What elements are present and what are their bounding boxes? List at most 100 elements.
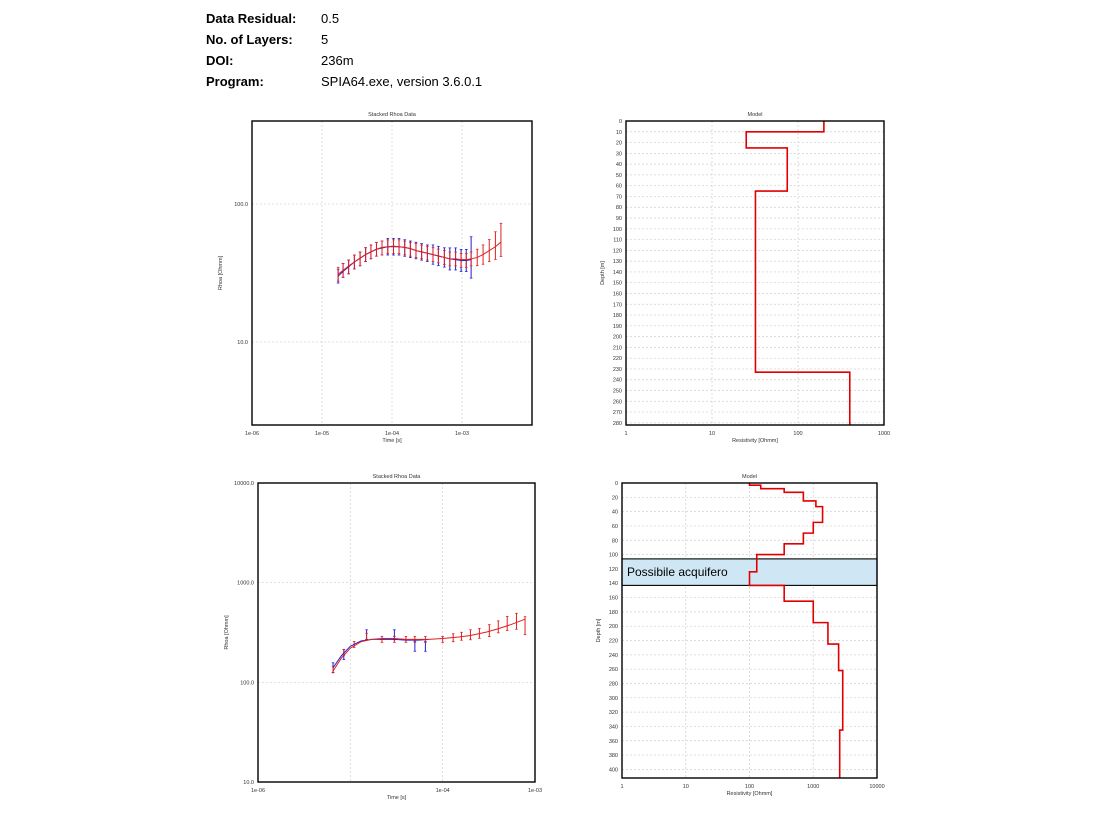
y-tick-label: 60 — [612, 524, 618, 530]
info-row: No. of Layers: 5 — [206, 32, 606, 53]
y-axis-label: Rhoa [Ohmm] — [218, 255, 224, 290]
x-tick-label: 1000 — [807, 784, 819, 790]
x-axis-label: Resistivity [Ohmm] — [727, 791, 773, 797]
y-tick-label: 180 — [609, 610, 618, 616]
y-tick-label: 260 — [609, 667, 618, 673]
x-tick-label: 10000 — [869, 784, 884, 790]
y-tick-label: 10 — [616, 130, 622, 136]
y-tick-label: 80 — [616, 205, 622, 211]
x-axis-label: Time [s] — [382, 438, 402, 444]
y-axis-label: Depth [m] — [600, 261, 606, 285]
x-tick-label: 100 — [793, 431, 802, 437]
chart-title: Model — [742, 474, 757, 480]
x-tick-label: 100 — [745, 784, 754, 790]
info-label: DOI: — [206, 53, 234, 68]
info-row: Data Residual: 0.5 — [206, 11, 606, 32]
plot-frame — [257, 482, 536, 783]
modeled-curve — [332, 618, 526, 672]
modeled-curve — [337, 241, 502, 275]
y-tick-label: 100 — [609, 553, 618, 559]
x-axis-label: Resistivity [Ohmm] — [732, 438, 778, 444]
y-tick-label: 260 — [613, 399, 622, 405]
y-tick-label: 200 — [613, 335, 622, 341]
info-label: No. of Layers: — [206, 32, 293, 47]
y-tick-label: 100.0 — [234, 202, 248, 208]
y-tick-label: 150 — [613, 281, 622, 287]
y-tick-label: 180 — [613, 313, 622, 319]
y-tick-label: 160 — [613, 291, 622, 297]
chart-1: 1e-06 1e-05 1e-04 1e-03 100.0 10.0 Stacked Rho… — [218, 112, 533, 444]
x-tick-label: 1e-03 — [528, 788, 542, 794]
x-tick-label: 10 — [709, 431, 715, 437]
y-tick-label: 200 — [609, 624, 618, 630]
x-tick-label: 1 — [620, 784, 623, 790]
y-tick-label: 240 — [609, 653, 618, 659]
y-tick-label: 0 — [619, 119, 622, 125]
info-value: 5 — [321, 32, 329, 47]
y-tick-label: 60 — [616, 184, 622, 190]
y-tick-label: 1000.0 — [237, 581, 254, 587]
chart-title: Stacked Rhoa Data — [368, 112, 417, 118]
y-tick-label: 220 — [609, 639, 618, 645]
y-tick-label: 270 — [613, 410, 622, 416]
y-tick-label: 70 — [616, 194, 622, 200]
info-row: DOI: 236m — [206, 53, 606, 74]
y-tick-label: 10000.0 — [234, 481, 254, 487]
model-resistivity-line — [745, 121, 851, 425]
info-value: SPIA64.exe, version 3.6.0.1 — [321, 74, 483, 89]
y-tick-label: 120 — [609, 567, 618, 573]
y-tick-label: 110 — [613, 238, 622, 244]
y-tick-label: 340 — [609, 724, 618, 730]
y-tick-label: 170 — [613, 302, 622, 308]
y-tick-label: 10.0 — [243, 780, 254, 786]
y-axis-label: Depth [m] — [596, 618, 602, 642]
observed-curve — [332, 638, 429, 669]
x-tick-label: 1e-05 — [315, 431, 329, 437]
y-tick-label: 20 — [616, 141, 622, 147]
model-resistivity-line — [748, 483, 844, 778]
y-tick-label: 100.0 — [240, 680, 254, 686]
y-tick-label: 190 — [613, 324, 622, 330]
x-tick-label: 10 — [683, 784, 689, 790]
aquifer-annotation-label: Possibile acquifero — [627, 565, 728, 579]
chart-2: 1 10 100 1000010203040506070809010011012013… — [600, 112, 890, 444]
info-label: Program: — [206, 74, 264, 89]
y-tick-label: 140 — [609, 581, 618, 587]
chart-title: Stacked Rhoa Data — [373, 474, 422, 480]
y-tick-label: 90 — [616, 216, 622, 222]
y-tick-label: 280 — [609, 681, 618, 687]
info-value: 236m — [321, 53, 354, 68]
y-tick-label: 50 — [616, 173, 622, 179]
info-label: Data Residual: — [206, 11, 297, 26]
plot-frame — [625, 120, 885, 426]
y-tick-label: 250 — [613, 389, 622, 395]
plot-frame — [621, 482, 878, 779]
x-tick-label: 1e-03 — [455, 431, 469, 437]
y-tick-label: 80 — [612, 538, 618, 544]
x-tick-label: 1e-06 — [251, 788, 265, 794]
y-tick-label: 400 — [609, 767, 618, 773]
y-tick-label: 300 — [609, 696, 618, 702]
x-axis-label: Time [s] — [387, 795, 407, 801]
chart-title: Model — [748, 112, 763, 118]
y-tick-label: 160 — [609, 596, 618, 602]
x-tick-label: 1000 — [878, 431, 890, 437]
chart-4: Possibile acquifero 1 10 100 1000 10000 0 20 40 6… — [596, 474, 885, 797]
y-tick-label: 130 — [613, 259, 622, 265]
x-tick-label: 1e-06 — [245, 431, 259, 437]
y-tick-label: 0 — [615, 481, 618, 487]
y-tick-label: 230 — [613, 367, 622, 373]
y-tick-label: 40 — [616, 162, 622, 168]
y-tick-label: 10.0 — [237, 340, 248, 346]
model-info-block: Data Residual: 0.5 No. of Layers: 5 DOI: 236m… — [206, 11, 606, 95]
y-tick-label: 210 — [613, 345, 622, 351]
y-tick-label: 20 — [612, 495, 618, 501]
y-tick-label: 240 — [613, 378, 622, 384]
y-tick-label: 40 — [612, 510, 618, 516]
x-tick-label: 1e-04 — [436, 788, 450, 794]
plot-frame — [251, 120, 533, 426]
y-tick-label: 120 — [613, 248, 622, 254]
y-tick-label: 320 — [609, 710, 618, 716]
y-tick-label: 360 — [609, 739, 618, 745]
